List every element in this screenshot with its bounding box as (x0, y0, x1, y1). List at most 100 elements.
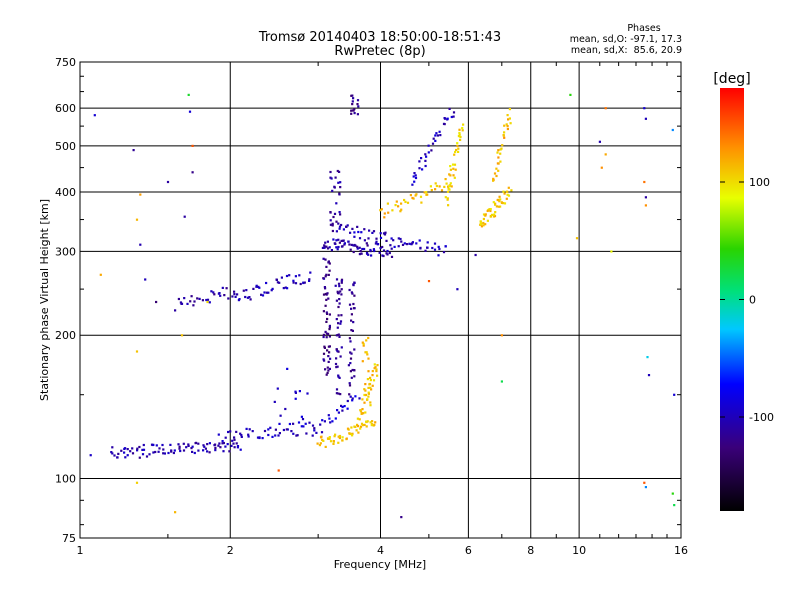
echo-point (277, 469, 280, 472)
echo-point (336, 248, 339, 251)
echo-point (643, 107, 646, 110)
echo-point (336, 409, 339, 412)
echo-point (219, 294, 222, 297)
echo-point (373, 249, 376, 252)
echo-point (498, 200, 501, 203)
echo-point (339, 320, 343, 323)
echo-point (351, 368, 354, 372)
echo-point (385, 239, 388, 242)
echo-point (411, 196, 414, 200)
echo-point (267, 433, 270, 437)
echo-point (503, 124, 506, 127)
echo-point (302, 425, 305, 428)
echo-point (507, 186, 510, 189)
echo-point (205, 298, 208, 302)
echo-point (132, 149, 135, 152)
echo-point (251, 430, 254, 433)
echo-point (347, 240, 350, 243)
echo-point (324, 304, 327, 307)
echo-point (326, 349, 329, 352)
echo-point (643, 481, 646, 484)
echo-point (456, 142, 459, 145)
echo-point (388, 251, 391, 255)
echo-point (167, 451, 170, 455)
echo-point (191, 171, 194, 174)
echo-point (294, 282, 298, 285)
echo-point (374, 242, 377, 245)
echo-point (172, 451, 175, 455)
echo-point (350, 352, 353, 355)
echo-point (448, 184, 451, 188)
echo-point (326, 437, 330, 440)
echo-point (346, 407, 349, 410)
echo-point (328, 324, 331, 327)
echo-point (335, 220, 338, 223)
echo-point (335, 334, 338, 337)
echo-point (598, 140, 601, 143)
echo-point (449, 165, 452, 168)
echo-point (425, 155, 428, 158)
echo-point (292, 279, 295, 282)
echo-point (500, 334, 503, 337)
echo-point (413, 180, 416, 183)
echo-point (218, 292, 221, 295)
echo-point (142, 448, 146, 451)
echo-point (273, 400, 276, 403)
echo-point (329, 211, 332, 214)
echo-point (337, 292, 340, 295)
echo-point (383, 216, 386, 219)
echo-point (452, 115, 455, 118)
echo-point (375, 240, 378, 243)
echo-point (334, 362, 338, 366)
x-tick-label: 16 (674, 544, 688, 557)
echo-point (326, 317, 329, 321)
echo-point (129, 450, 132, 453)
echo-point (479, 220, 482, 223)
echo-point (353, 375, 356, 378)
echo-point (260, 293, 263, 296)
echo-point (358, 246, 361, 249)
echo-point (363, 423, 366, 426)
echo-point (458, 131, 461, 135)
echo-point (271, 287, 274, 290)
echo-point (329, 176, 332, 179)
echo-point (328, 417, 331, 420)
echo-point (361, 412, 364, 415)
echo-point (328, 313, 331, 316)
echo-point (365, 351, 368, 354)
echo-point (306, 392, 309, 395)
echo-point (324, 287, 327, 290)
echo-point (454, 168, 457, 171)
echo-point (394, 204, 397, 207)
echo-point (299, 282, 302, 286)
echo-point (327, 369, 330, 372)
echo-point (367, 392, 370, 395)
echo-point (363, 247, 366, 251)
echo-point (426, 193, 429, 196)
echo-point (336, 169, 339, 173)
echo-point (177, 443, 180, 446)
echo-point (330, 249, 333, 252)
echo-point (356, 417, 359, 420)
echo-point (364, 393, 368, 397)
echo-point (356, 99, 360, 102)
echo-point (340, 314, 343, 317)
echo-point (351, 434, 354, 437)
echo-point (123, 451, 126, 454)
echo-point (369, 379, 372, 382)
echo-point (448, 107, 451, 110)
echo-point (331, 420, 334, 423)
colorbar-label: [deg] (713, 71, 750, 87)
echo-point (484, 223, 487, 226)
echo-point (327, 360, 330, 363)
echo-point (351, 100, 354, 103)
echo-point (337, 411, 340, 414)
echo-point (161, 443, 164, 447)
echo-point (335, 230, 338, 233)
echo-point (395, 200, 398, 203)
echo-point (440, 189, 444, 192)
echo-point (244, 295, 247, 299)
echo-point (197, 449, 200, 452)
colorbar-ticks: 100 0 -100 (720, 176, 774, 424)
echo-point (351, 399, 354, 402)
